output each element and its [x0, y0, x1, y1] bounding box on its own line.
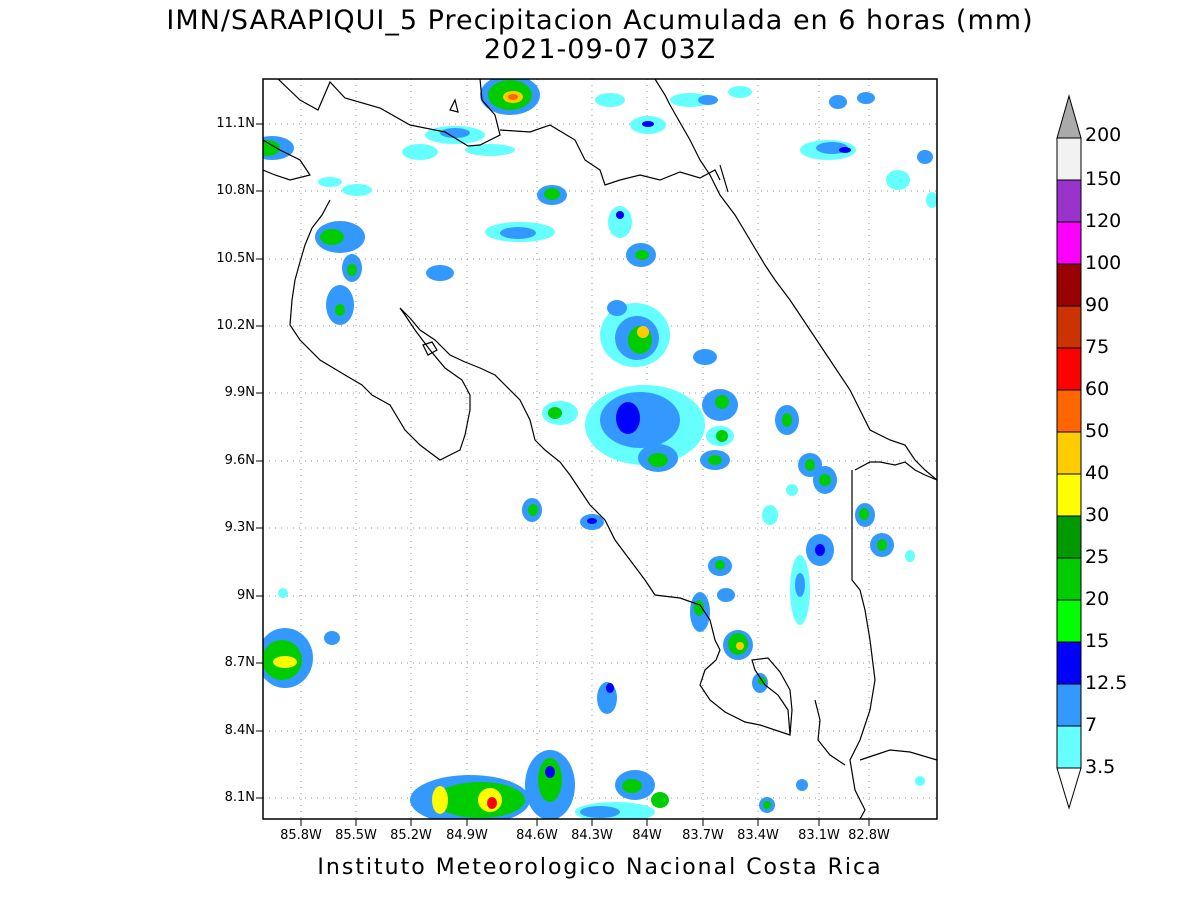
colorbar-swatch: [1056, 599, 1082, 643]
colorbar-swatch: [1056, 305, 1082, 349]
lon-tick-label: 84.3W: [571, 828, 613, 843]
colorbar-label: 60: [1085, 378, 1110, 400]
colorbar-label: 12.5: [1085, 672, 1128, 694]
lat-tick-label: 9.6N: [224, 453, 255, 468]
colorbar-swatch: [1056, 431, 1082, 475]
colorbar-label: 100: [1085, 252, 1122, 274]
colorbar-swatch: [1056, 221, 1082, 265]
map-frame: [262, 78, 938, 820]
lon-tick-label: 84W: [632, 828, 662, 843]
lon-tick-label: 85.5W: [335, 828, 377, 843]
map-title: IMN/SARAPIQUI_5 Precipitacion Acumulada …: [166, 5, 1034, 36]
colorbar-label: 20: [1085, 588, 1110, 610]
lat-tick-label: 9.9N: [224, 385, 255, 400]
colorbar-label: 75: [1085, 336, 1110, 358]
colorbar-swatch: [1056, 347, 1082, 391]
precipitation-field: [263, 79, 937, 819]
colorbar-label: 15: [1085, 630, 1110, 652]
grid-lines: [263, 79, 937, 819]
colorbar-upper-arrow: [1056, 94, 1082, 139]
colorbar-label: 120: [1085, 210, 1122, 232]
lon-tick-label: 83.7W: [682, 828, 724, 843]
map-timestamp: 2021-09-07 03Z: [483, 34, 717, 65]
colorbar-label: 25: [1085, 546, 1110, 568]
colorbar-label: 200: [1085, 124, 1122, 146]
lat-tick-label: 9N: [237, 588, 255, 603]
lat-tick-label: 10.8N: [216, 183, 255, 198]
institution-credit: Instituto Meteorologico Nacional Costa R…: [317, 855, 883, 880]
lon-tick-label: 85.8W: [280, 828, 322, 843]
lon-tick-label: 83.1W: [798, 828, 840, 843]
lon-tick-label: 84.9W: [446, 828, 488, 843]
lat-tick-label: 8.1N: [224, 790, 255, 805]
colorbar-label: 50: [1085, 420, 1110, 442]
lat-tick-label: 9.3N: [224, 520, 255, 535]
lat-tick-label: 11.1N: [216, 116, 255, 131]
lat-tick-label: 8.7N: [224, 655, 255, 670]
lon-tick-label: 85.2W: [390, 828, 432, 843]
colorbar-label: 40: [1085, 462, 1110, 484]
colorbar-label: 90: [1085, 294, 1110, 316]
colorbar-swatch: [1056, 473, 1082, 517]
axis-ticks: [256, 123, 870, 826]
lon-tick-label: 82.8W: [848, 828, 890, 843]
colorbar-swatch: [1056, 389, 1082, 433]
colorbar-lower-arrow: [1056, 767, 1082, 810]
colorbar-swatch: [1056, 515, 1082, 559]
colorbar-label: 7: [1085, 714, 1098, 736]
lat-tick-label: 10.2N: [216, 318, 255, 333]
lat-tick-label: 10.5N: [216, 251, 255, 266]
colorbar-swatch: [1056, 641, 1082, 685]
colorbar-label: 3.5: [1085, 756, 1116, 778]
lat-tick-label: 8.4N: [224, 723, 255, 738]
colorbar-swatch: [1056, 263, 1082, 307]
colorbar-swatch: [1056, 683, 1082, 727]
colorbar-swatch: [1056, 137, 1082, 181]
colorbar-swatch: [1056, 179, 1082, 223]
colorbar-label: 150: [1085, 168, 1122, 190]
coastline: [263, 79, 937, 819]
colorbar-swatch: [1056, 725, 1082, 769]
colorbar-label: 30: [1085, 504, 1110, 526]
colorbar: [1056, 94, 1082, 810]
colorbar-swatch: [1056, 557, 1082, 601]
lon-tick-label: 84.6W: [516, 828, 558, 843]
lon-tick-label: 83.4W: [737, 828, 779, 843]
